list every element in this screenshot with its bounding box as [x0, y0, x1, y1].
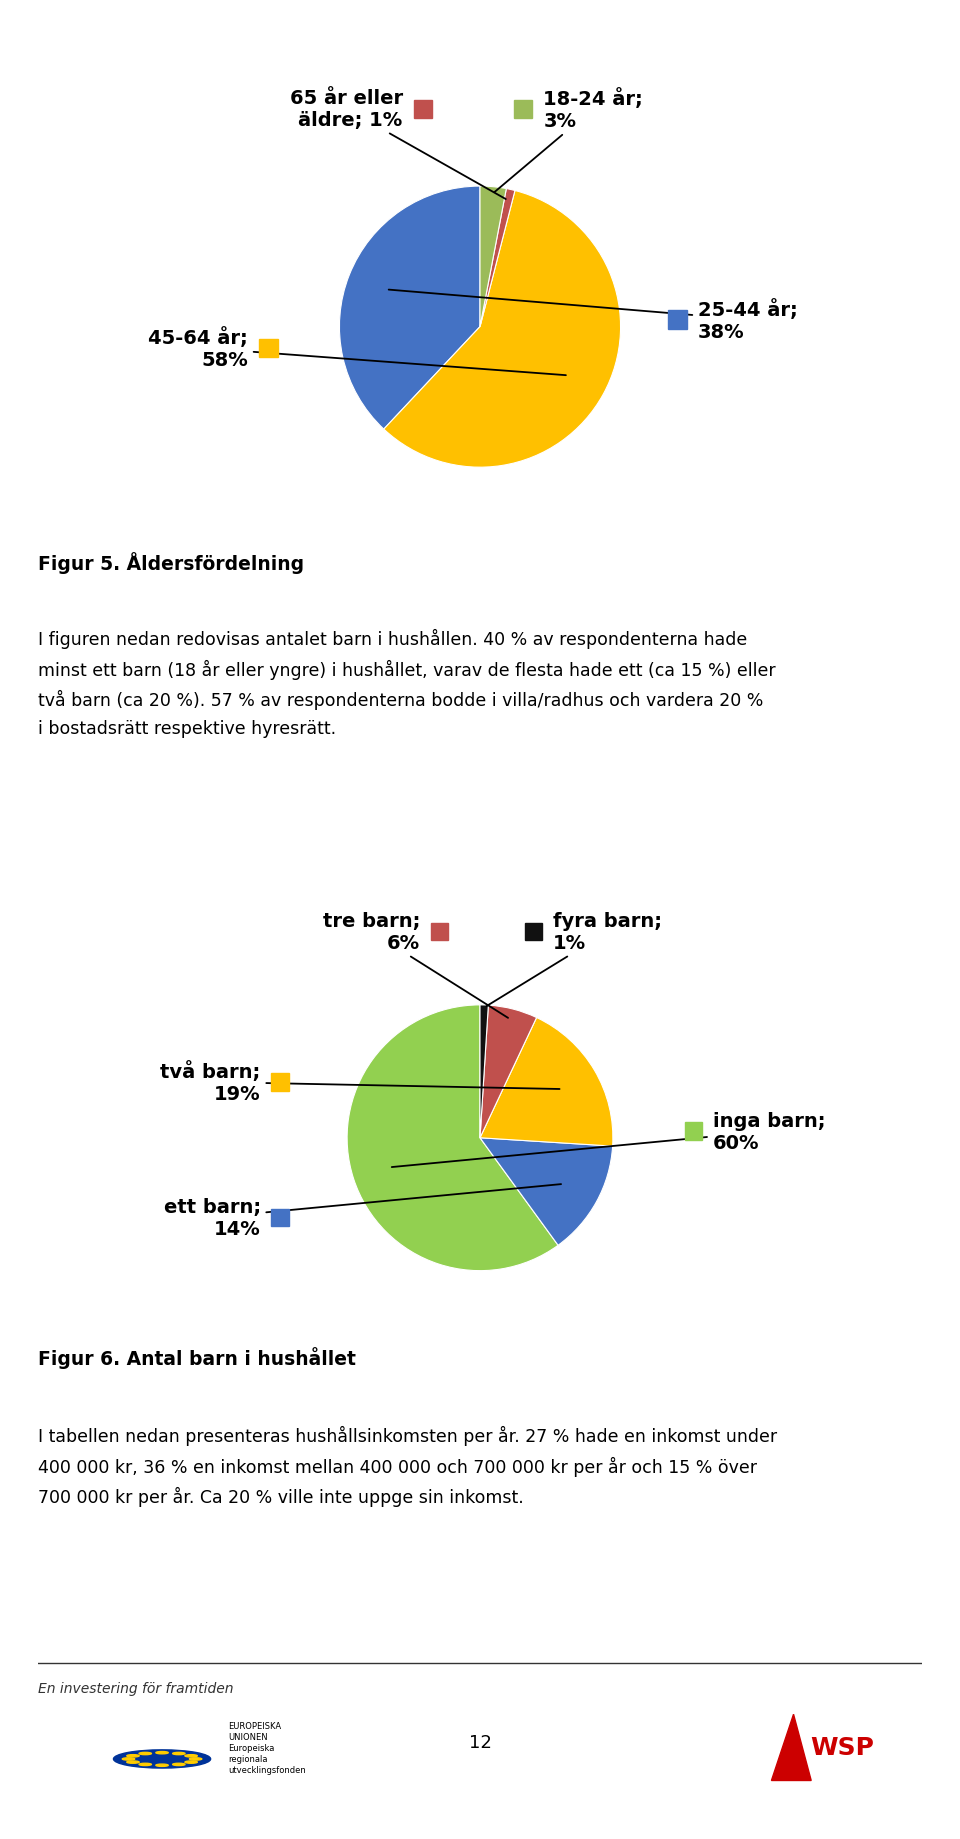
- Text: två barn;
19%: två barn; 19%: [160, 1061, 560, 1103]
- Wedge shape: [480, 1006, 489, 1138]
- Wedge shape: [480, 1019, 612, 1146]
- Bar: [684, 1124, 702, 1140]
- Bar: [668, 311, 686, 329]
- Text: 65 år eller
äldre; 1%: 65 år eller äldre; 1%: [290, 90, 506, 200]
- Wedge shape: [480, 1138, 612, 1245]
- Circle shape: [185, 1754, 198, 1756]
- Bar: [525, 923, 542, 942]
- Wedge shape: [480, 1006, 537, 1138]
- Wedge shape: [384, 191, 620, 467]
- Wedge shape: [480, 188, 506, 327]
- Circle shape: [185, 1762, 198, 1764]
- Bar: [272, 1074, 289, 1091]
- Text: 18-24 år;
3%: 18-24 år; 3%: [494, 88, 643, 193]
- Text: WSP: WSP: [810, 1736, 874, 1760]
- Circle shape: [189, 1758, 202, 1760]
- Circle shape: [127, 1754, 139, 1756]
- Wedge shape: [340, 188, 480, 430]
- Text: ett barn;
14%: ett barn; 14%: [163, 1184, 561, 1238]
- Circle shape: [122, 1758, 134, 1760]
- Circle shape: [127, 1762, 139, 1764]
- Circle shape: [156, 1751, 168, 1754]
- Text: inga barn;
60%: inga barn; 60%: [392, 1111, 825, 1168]
- Circle shape: [173, 1764, 185, 1765]
- Wedge shape: [480, 189, 515, 327]
- Bar: [259, 340, 277, 357]
- Text: Figur 5. Åldersfördelning: Figur 5. Åldersfördelning: [38, 552, 304, 574]
- Text: 45-64 år;
58%: 45-64 år; 58%: [149, 327, 565, 375]
- Bar: [514, 101, 532, 120]
- Bar: [414, 101, 432, 120]
- Bar: [272, 1210, 289, 1227]
- Circle shape: [139, 1764, 152, 1765]
- Text: EUROPEISKA
UNIONEN
Europeiska
regionala
utvecklingsfonden: EUROPEISKA UNIONEN Europeiska regionala …: [228, 1721, 306, 1775]
- Circle shape: [139, 1753, 152, 1754]
- Polygon shape: [772, 1714, 811, 1780]
- Circle shape: [113, 1751, 210, 1767]
- Text: I figuren nedan redovisas antalet barn i hushållen. 40 % av respondenterna hade
: I figuren nedan redovisas antalet barn i…: [38, 629, 776, 737]
- Bar: [431, 923, 448, 942]
- Text: fyra barn;
1%: fyra barn; 1%: [487, 912, 662, 1006]
- Text: tre barn;
6%: tre barn; 6%: [323, 912, 508, 1019]
- Text: Figur 6. Antal barn i hushållet: Figur 6. Antal barn i hushållet: [38, 1346, 356, 1368]
- Wedge shape: [348, 1006, 558, 1271]
- Text: 12: 12: [468, 1734, 492, 1751]
- Text: I tabellen nedan presenteras hushållsinkomsten per år. 27 % hade en inkomst unde: I tabellen nedan presenteras hushållsink…: [38, 1425, 778, 1506]
- Circle shape: [156, 1764, 168, 1767]
- Text: En investering för framtiden: En investering för framtiden: [38, 1681, 234, 1696]
- Text: 25-44 år;
38%: 25-44 år; 38%: [389, 291, 798, 342]
- Circle shape: [173, 1753, 185, 1754]
